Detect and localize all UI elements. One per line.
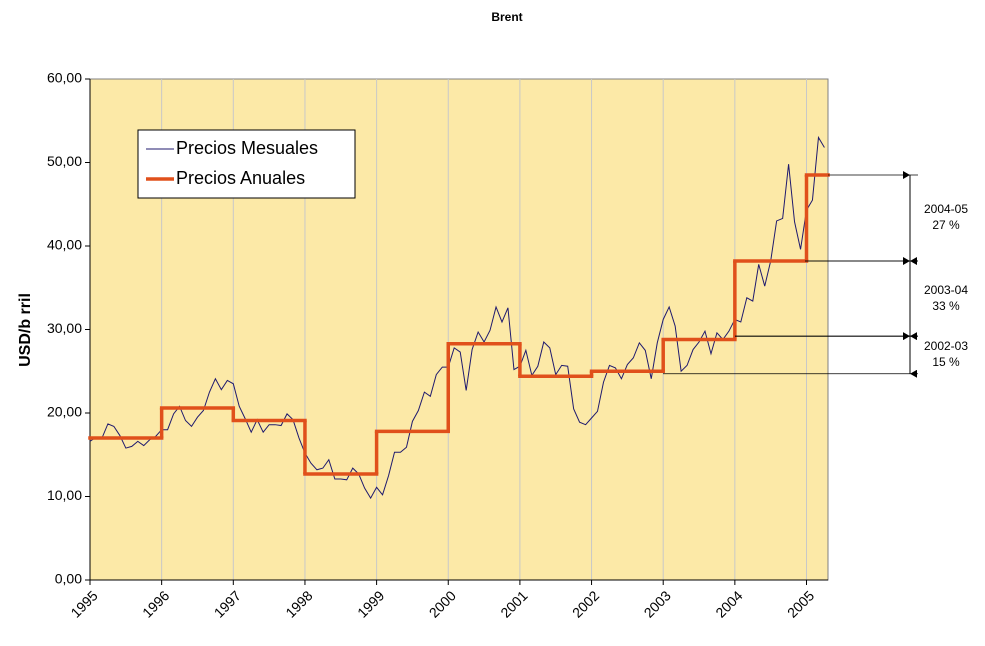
x-tick-label: 2002 xyxy=(569,587,602,620)
x-tick-label: 1996 xyxy=(139,587,172,620)
line-series xyxy=(89,135,825,500)
x-tick-label: 2004 xyxy=(712,587,745,620)
x-tick-label: 1998 xyxy=(282,587,315,620)
annotation-label: 2004-05 xyxy=(924,202,968,216)
y-tick-label: 20,00 xyxy=(47,404,82,420)
annotation-label: 33 % xyxy=(932,299,960,313)
y-tick-label: 30,00 xyxy=(47,320,82,336)
x-tick-label: 2000 xyxy=(426,587,459,620)
y-tick-label: 40,00 xyxy=(47,237,82,253)
y-tick-label: 60,00 xyxy=(47,70,82,86)
x-tick-label: 2003 xyxy=(641,587,674,620)
annotation-label: 2003-04 xyxy=(924,283,968,297)
x-tick-label: 1999 xyxy=(354,587,387,620)
annotation-label: 2002-03 xyxy=(924,339,968,353)
y-axis-label: USD/b rril xyxy=(17,293,34,367)
legend-label: Precios Mesuales xyxy=(176,138,318,158)
x-tick-label: 2005 xyxy=(784,587,817,620)
chart-title: Brent xyxy=(491,10,522,24)
y-tick-label: 10,00 xyxy=(47,487,82,503)
x-tick-label: 1997 xyxy=(211,587,244,620)
legend-box xyxy=(137,129,356,199)
x-tick-label: 2001 xyxy=(497,587,530,620)
legend-label: Precios Anuales xyxy=(176,168,305,188)
annotation-label: 27 % xyxy=(932,218,960,232)
y-tick-label: 50,00 xyxy=(47,153,82,169)
annotation-label: 15 % xyxy=(932,355,960,369)
x-tick-label: 1995 xyxy=(67,587,100,620)
y-tick-label: 0,00 xyxy=(55,571,82,587)
